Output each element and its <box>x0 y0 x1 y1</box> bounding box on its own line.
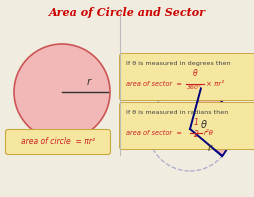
Text: θ: θ <box>192 69 197 78</box>
Text: If θ is measured in degrees then: If θ is measured in degrees then <box>125 61 230 66</box>
Text: r: r <box>86 77 90 87</box>
Text: If θ is measured in radians then: If θ is measured in radians then <box>125 110 228 115</box>
FancyBboxPatch shape <box>119 54 254 100</box>
Text: r²θ: r²θ <box>203 130 213 136</box>
FancyBboxPatch shape <box>119 102 254 150</box>
Text: Area of Circle and Sector: Area of Circle and Sector <box>49 7 205 18</box>
Text: area of sector  =: area of sector = <box>125 81 181 87</box>
Text: × πr²: × πr² <box>205 81 223 87</box>
Text: 360°: 360° <box>187 85 202 90</box>
Text: area of sector  =: area of sector = <box>125 130 181 136</box>
Circle shape <box>14 44 109 140</box>
Text: 1: 1 <box>193 118 198 127</box>
Text: θ: θ <box>200 120 205 130</box>
Text: 2: 2 <box>193 130 198 139</box>
Text: r: r <box>207 143 211 153</box>
FancyBboxPatch shape <box>6 129 110 154</box>
Wedge shape <box>189 88 231 156</box>
Text: area of circle  = πr²: area of circle = πr² <box>21 138 95 147</box>
